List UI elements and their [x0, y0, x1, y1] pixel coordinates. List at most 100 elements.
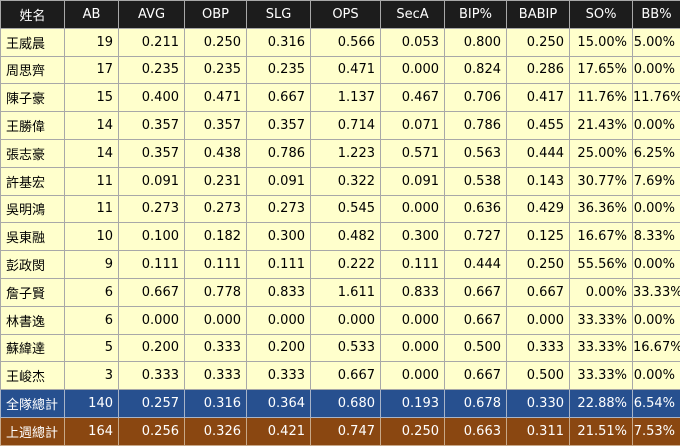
cell-bip-pct: 0.667: [445, 362, 507, 390]
cell-ab: 9: [65, 251, 119, 279]
cell-slg: 0.300: [247, 223, 311, 251]
cell-bb-pct: 0.00%: [633, 251, 680, 279]
cell-slg: 0.357: [247, 112, 311, 140]
cell-slg: 0.316: [247, 28, 311, 56]
cell-ab: 14: [65, 112, 119, 140]
cell-babip: 0.667: [507, 278, 570, 306]
cell-bip-pct: 0.667: [445, 306, 507, 334]
cell-ab: 3: [65, 362, 119, 390]
team-total-slg: 0.364: [247, 390, 311, 418]
cell-babip: 0.455: [507, 112, 570, 140]
cell-so-pct: 15.00%: [570, 28, 633, 56]
cell-avg: 0.091: [119, 167, 185, 195]
cell-so-pct: 55.56%: [570, 251, 633, 279]
cell-player-name: 蘇緯達: [1, 334, 65, 362]
cell-seca: 0.000: [381, 334, 445, 362]
cell-so-pct: 21.43%: [570, 112, 633, 140]
last-week-total-row: 上週總計 164 0.256 0.326 0.421 0.747 0.250 0…: [1, 417, 680, 445]
header-ops: OPS: [311, 1, 381, 29]
cell-avg: 0.200: [119, 334, 185, 362]
cell-player-name: 吳東融: [1, 223, 65, 251]
cell-bip-pct: 0.824: [445, 56, 507, 84]
cell-avg: 0.333: [119, 362, 185, 390]
cell-so-pct: 0.00%: [570, 278, 633, 306]
header-bip-pct: BIP%: [445, 1, 507, 29]
team-total-obp: 0.316: [185, 390, 247, 418]
header-name: 姓名: [1, 1, 65, 29]
last-week-total-bb-pct: 7.53%: [633, 417, 680, 445]
cell-avg: 0.400: [119, 84, 185, 112]
cell-bip-pct: 0.636: [445, 195, 507, 223]
team-total-so-pct: 22.88%: [570, 390, 633, 418]
cell-babip: 0.417: [507, 84, 570, 112]
cell-bip-pct: 0.667: [445, 278, 507, 306]
cell-ops: 0.545: [311, 195, 381, 223]
cell-bip-pct: 0.800: [445, 28, 507, 56]
team-total-bip-pct: 0.678: [445, 390, 507, 418]
cell-player-name: 陳子豪: [1, 84, 65, 112]
cell-avg: 0.100: [119, 223, 185, 251]
last-week-total-ab: 164: [65, 417, 119, 445]
cell-avg: 0.000: [119, 306, 185, 334]
cell-bip-pct: 0.786: [445, 112, 507, 140]
team-total-avg: 0.257: [119, 390, 185, 418]
header-row: 姓名 AB AVG OBP SLG OPS SecA BIP% BABIP SO…: [1, 1, 680, 29]
cell-ops: 0.222: [311, 251, 381, 279]
cell-bip-pct: 0.500: [445, 334, 507, 362]
team-total-ab: 140: [65, 390, 119, 418]
cell-avg: 0.357: [119, 112, 185, 140]
header-ab: AB: [65, 1, 119, 29]
cell-obp: 0.182: [185, 223, 247, 251]
cell-seca: 0.571: [381, 139, 445, 167]
cell-obp: 0.235: [185, 56, 247, 84]
cell-seca: 0.000: [381, 56, 445, 84]
cell-player-name: 王勝偉: [1, 112, 65, 140]
cell-so-pct: 25.00%: [570, 139, 633, 167]
cell-bb-pct: 0.00%: [633, 306, 680, 334]
last-week-total-bip-pct: 0.663: [445, 417, 507, 445]
last-week-total-babip: 0.311: [507, 417, 570, 445]
cell-so-pct: 11.76%: [570, 84, 633, 112]
cell-obp: 0.778: [185, 278, 247, 306]
cell-obp: 0.471: [185, 84, 247, 112]
cell-bb-pct: 0.00%: [633, 195, 680, 223]
cell-bb-pct: 7.69%: [633, 167, 680, 195]
cell-ops: 1.223: [311, 139, 381, 167]
cell-bb-pct: 0.00%: [633, 112, 680, 140]
cell-player-name: 吳明鴻: [1, 195, 65, 223]
cell-bip-pct: 0.563: [445, 139, 507, 167]
cell-bb-pct: 0.00%: [633, 56, 680, 84]
cell-bip-pct: 0.727: [445, 223, 507, 251]
cell-bb-pct: 5.00%: [633, 28, 680, 56]
cell-avg: 0.667: [119, 278, 185, 306]
cell-so-pct: 33.33%: [570, 334, 633, 362]
team-total-babip: 0.330: [507, 390, 570, 418]
cell-so-pct: 17.65%: [570, 56, 633, 84]
cell-player-name: 王威晨: [1, 28, 65, 56]
cell-slg: 0.273: [247, 195, 311, 223]
cell-ab: 19: [65, 28, 119, 56]
team-total-row: 全隊總計 140 0.257 0.316 0.364 0.680 0.193 0…: [1, 390, 680, 418]
cell-ops: 0.714: [311, 112, 381, 140]
header-avg: AVG: [119, 1, 185, 29]
cell-seca: 0.467: [381, 84, 445, 112]
cell-seca: 0.111: [381, 251, 445, 279]
cell-babip: 0.143: [507, 167, 570, 195]
last-week-total-obp: 0.326: [185, 417, 247, 445]
cell-player-name: 周思齊: [1, 56, 65, 84]
cell-ab: 11: [65, 195, 119, 223]
cell-slg: 0.786: [247, 139, 311, 167]
cell-seca: 0.000: [381, 362, 445, 390]
cell-obp: 0.111: [185, 251, 247, 279]
last-week-total-avg: 0.256: [119, 417, 185, 445]
cell-obp: 0.438: [185, 139, 247, 167]
